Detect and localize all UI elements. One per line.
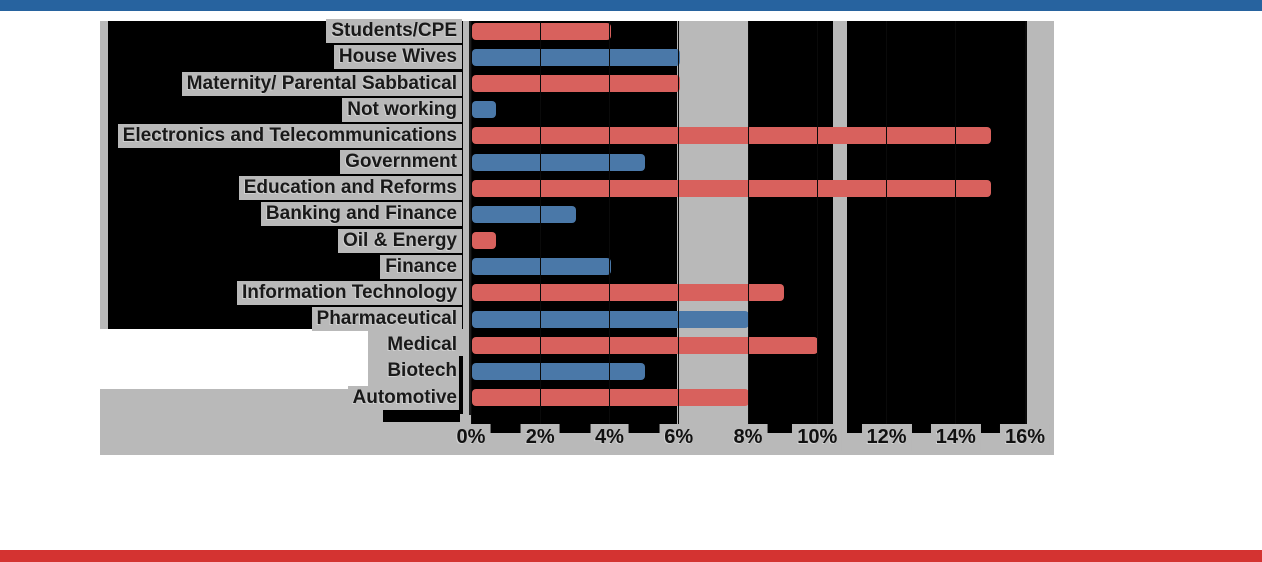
white-overlay-block bbox=[100, 329, 368, 389]
bar-finance bbox=[472, 258, 611, 276]
category-label: Electronics and Telecommunications bbox=[117, 123, 462, 148]
category-label: Students/CPE bbox=[326, 19, 462, 44]
x-tick-label: 0% bbox=[451, 424, 491, 451]
bar-house-wives bbox=[472, 48, 680, 66]
bar-automotive bbox=[472, 389, 749, 407]
x-tick-label: 2% bbox=[520, 424, 560, 451]
x-tick-label: 14% bbox=[930, 424, 981, 451]
bar-not-working bbox=[472, 101, 497, 119]
bar-information-technology bbox=[472, 284, 784, 302]
chart-panel: Students/CPE House Wives Maternity/ Parent… bbox=[100, 19, 1054, 455]
category-label: Automotive bbox=[347, 385, 462, 410]
black-patch bbox=[383, 408, 460, 422]
gridline bbox=[886, 21, 887, 433]
x-tick-label: 8% bbox=[728, 424, 768, 451]
gridline bbox=[470, 21, 472, 433]
category-label: Pharmaceutical bbox=[311, 307, 462, 332]
category-label: Information Technology bbox=[237, 280, 462, 305]
top-banner bbox=[0, 0, 1262, 11]
bar-biotech bbox=[472, 362, 646, 380]
bar-maternity-parental-sabbatical bbox=[472, 75, 680, 93]
gridline bbox=[678, 21, 680, 433]
gridline bbox=[1024, 21, 1027, 433]
x-tick-label: 6% bbox=[659, 424, 699, 451]
x-tick-label: 12% bbox=[861, 424, 912, 451]
category-label: House Wives bbox=[333, 45, 462, 70]
bar-education-and-reforms bbox=[472, 179, 992, 197]
x-tick-label: 16% bbox=[999, 424, 1051, 451]
gridline bbox=[609, 21, 610, 433]
category-label: Banking and Finance bbox=[260, 202, 462, 227]
x-tick-label: 10% bbox=[792, 424, 843, 451]
category-label: Education and Reforms bbox=[238, 176, 462, 201]
bar-government bbox=[472, 153, 646, 171]
category-label: Not working bbox=[342, 97, 462, 122]
bars-layer: Students/CPE House Wives Maternity/ Parent… bbox=[100, 19, 1054, 455]
bar-medical bbox=[472, 336, 819, 354]
bar-banking-and-finance bbox=[472, 205, 576, 223]
category-label: Finance bbox=[380, 254, 462, 279]
gridline bbox=[747, 21, 749, 433]
bar-students-cpe bbox=[472, 22, 611, 40]
gridline bbox=[816, 21, 818, 433]
category-label: Oil & Energy bbox=[337, 228, 462, 253]
gridline bbox=[955, 21, 957, 433]
bracket-mark bbox=[459, 356, 463, 414]
gridline bbox=[539, 21, 541, 433]
category-label: Government bbox=[340, 150, 462, 175]
y-axis-line bbox=[469, 21, 471, 415]
gray-stripe bbox=[833, 21, 847, 433]
bar-electronics-and-telecommunications bbox=[472, 127, 992, 145]
category-label: Medical bbox=[382, 333, 462, 358]
x-tick-label: 4% bbox=[590, 424, 629, 451]
bar-oil-energy bbox=[472, 232, 497, 250]
category-label: Maternity/ Parental Sabbatical bbox=[181, 71, 462, 96]
bottom-banner bbox=[0, 550, 1262, 562]
category-label: Biotech bbox=[382, 359, 462, 384]
bar-pharmaceutical bbox=[472, 310, 749, 328]
gray-stripe bbox=[677, 21, 748, 433]
